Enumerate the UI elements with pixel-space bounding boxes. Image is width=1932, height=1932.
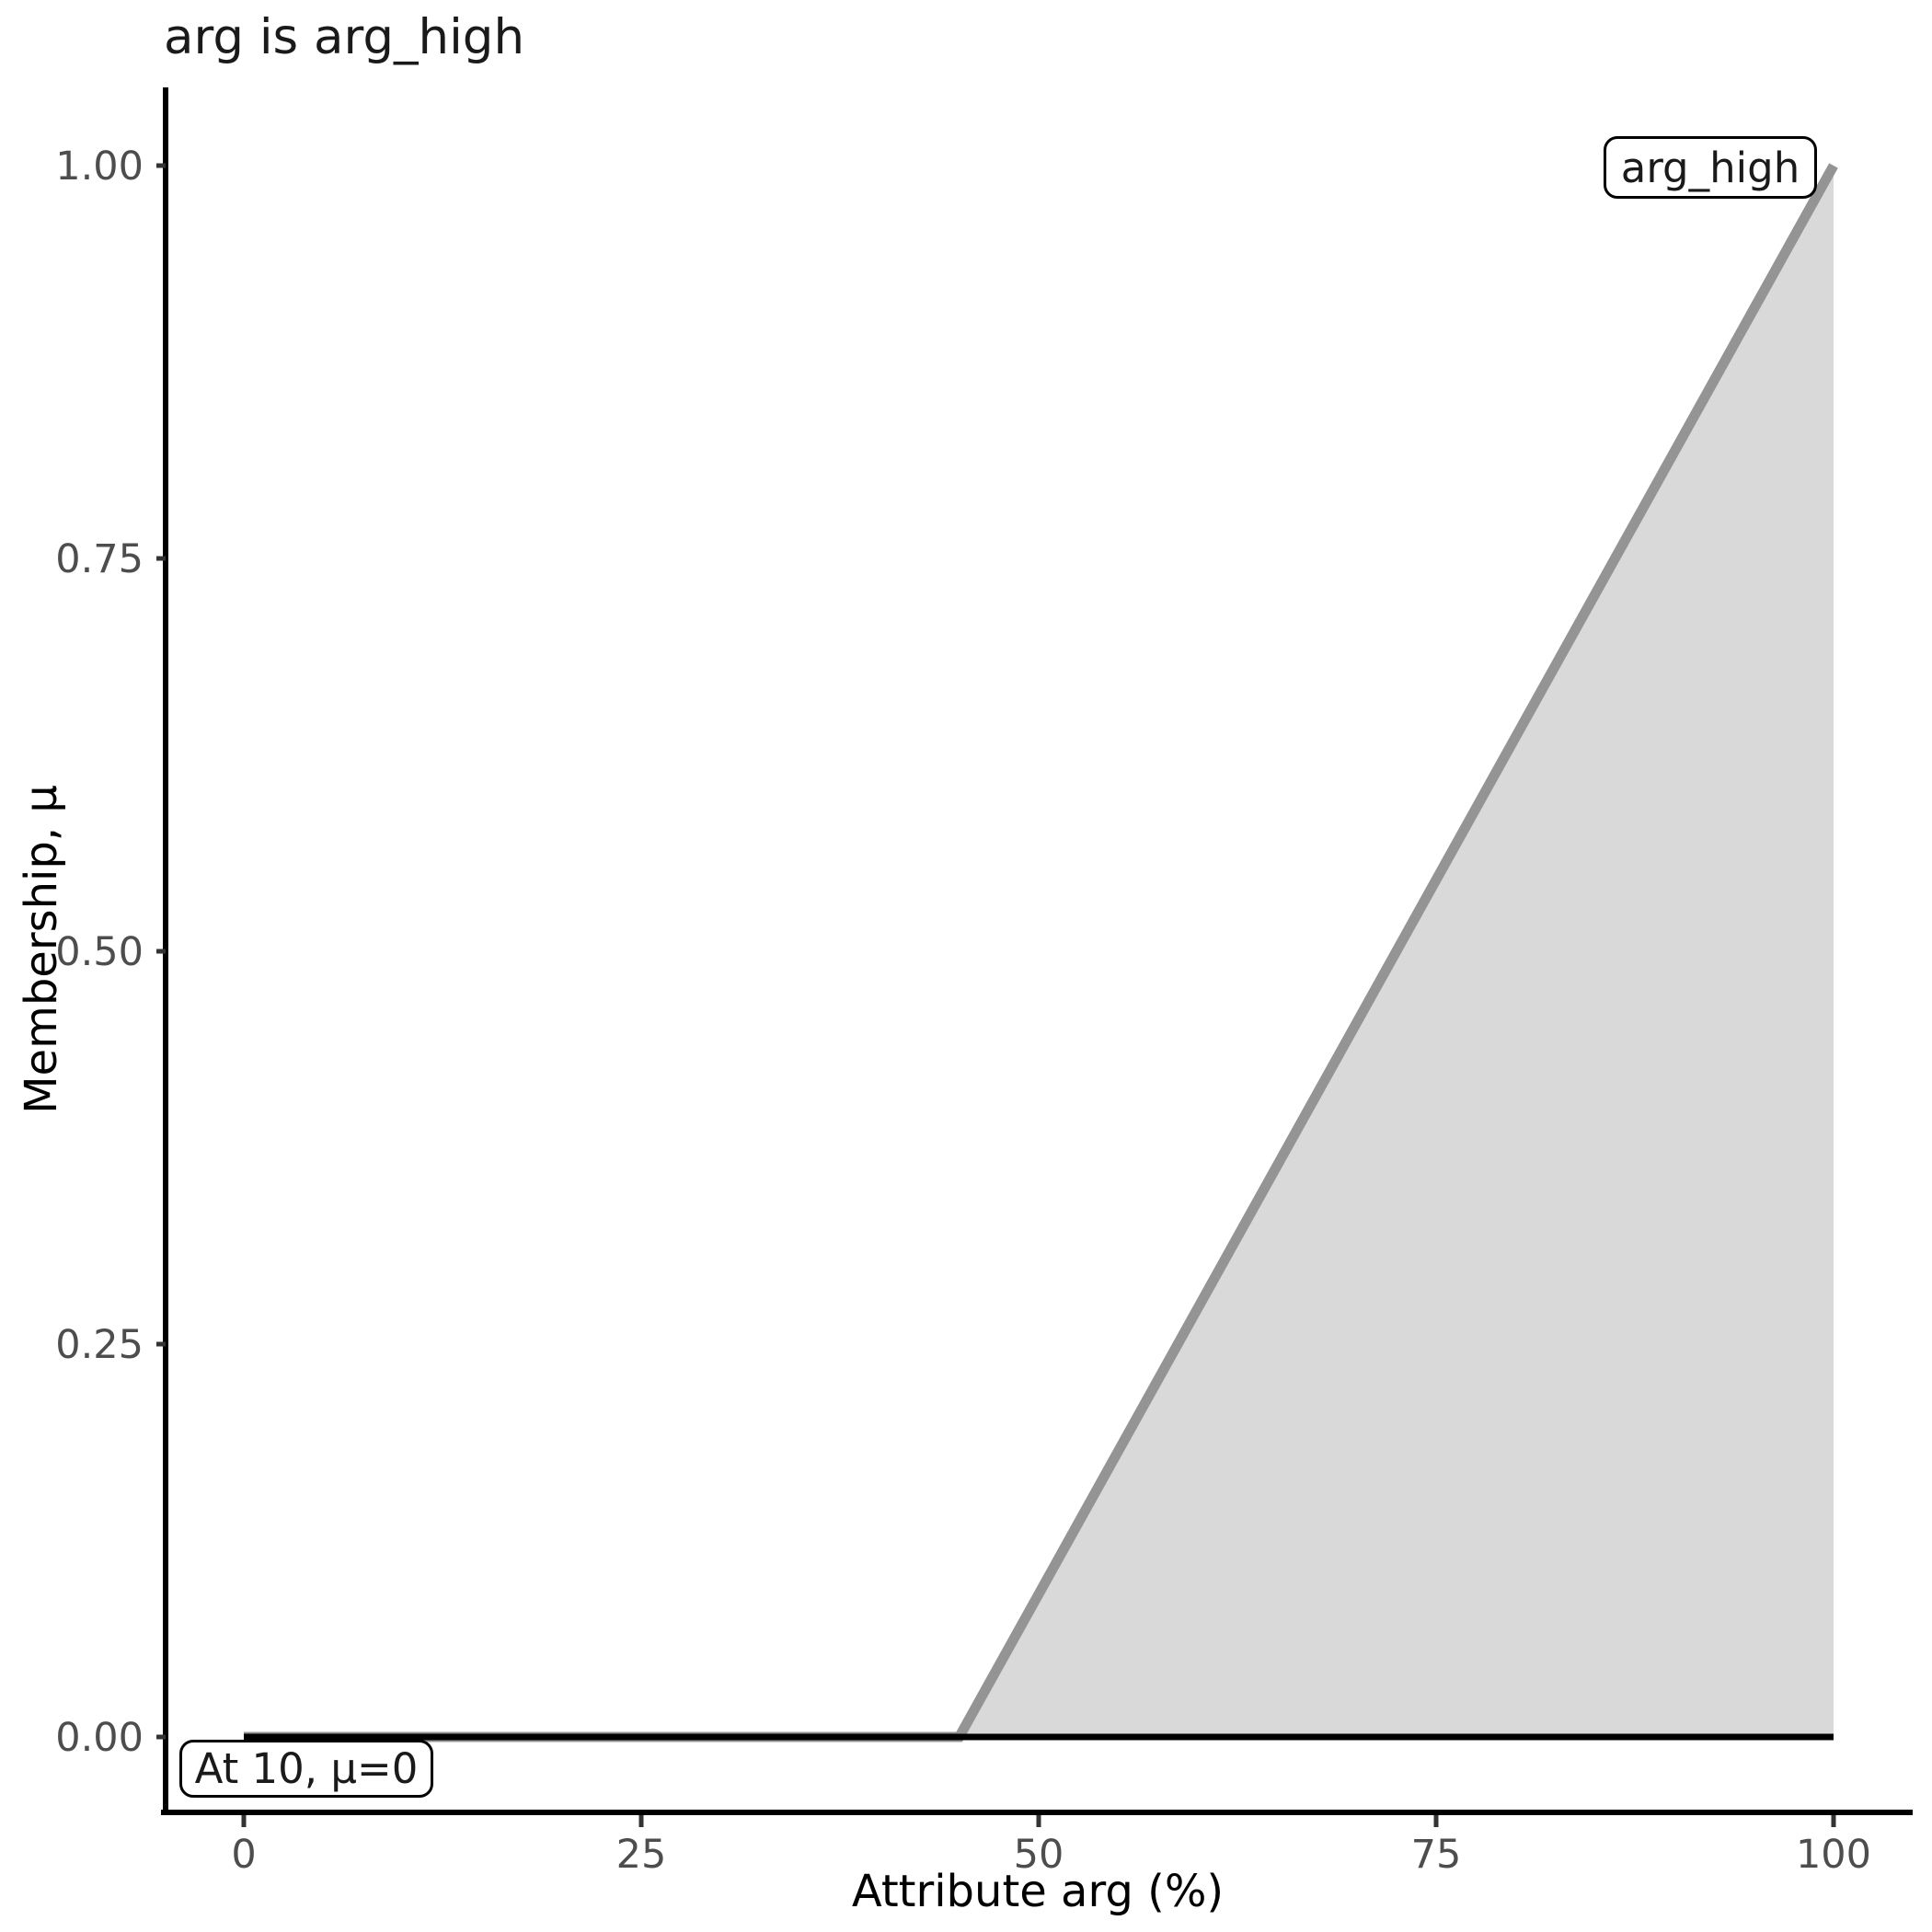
x-axis-title: Attribute arg (%) bbox=[851, 1866, 1225, 1917]
value-membership-annotation-text: At 10, μ=0 bbox=[194, 1744, 419, 1793]
set-name-annotation-text: arg_high bbox=[1620, 143, 1800, 192]
x-tick-label: 75 bbox=[1411, 1832, 1462, 1878]
y-axis-title: Membership, μ bbox=[16, 785, 67, 1114]
plot-title: arg is arg_high bbox=[164, 9, 525, 65]
set-name-annotation: arg_high bbox=[1604, 136, 1817, 199]
x-tick-label: 0 bbox=[231, 1832, 256, 1878]
y-tick-label: 0.50 bbox=[55, 929, 144, 975]
value-membership-annotation: At 10, μ=0 bbox=[179, 1740, 433, 1798]
y-tick-label: 0.75 bbox=[55, 536, 144, 582]
membership-area-fill bbox=[244, 166, 1834, 1737]
x-tick-label: 100 bbox=[1796, 1832, 1871, 1878]
y-tick-label: 1.00 bbox=[55, 144, 144, 190]
y-tick-label: 0.00 bbox=[55, 1715, 144, 1761]
x-tick-label: 25 bbox=[616, 1832, 667, 1878]
y-tick-label: 0.25 bbox=[55, 1322, 144, 1368]
x-tick-label: 50 bbox=[1014, 1832, 1064, 1878]
